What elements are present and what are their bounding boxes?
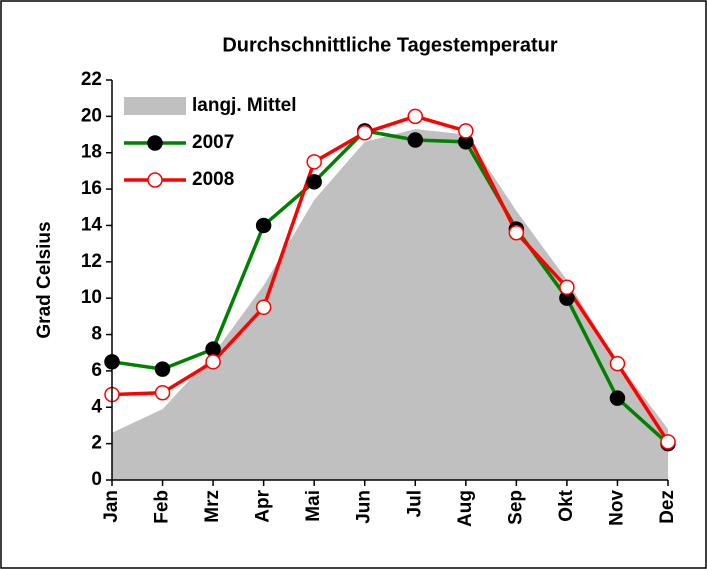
- y-tick-label: 20: [81, 105, 102, 126]
- marker: [407, 132, 424, 148]
- marker: [205, 341, 221, 357]
- y-tick-label: 22: [81, 69, 102, 90]
- marker: [255, 299, 272, 316]
- x-tick-label: Sep: [505, 490, 526, 525]
- y-tick-label: 16: [81, 178, 102, 199]
- y-tick-label: 10: [81, 287, 102, 308]
- x-tick-label: Mrz: [202, 490, 223, 523]
- y-tick-label: 2: [91, 433, 102, 454]
- marker: [407, 108, 424, 125]
- x-tick-label: Nov: [606, 490, 627, 526]
- line: [111, 129, 670, 445]
- y-tick-label: 8: [91, 324, 102, 345]
- marker: [609, 355, 626, 372]
- marker: [559, 279, 575, 296]
- y-tick-label: 12: [81, 251, 102, 272]
- legend-swatch: [124, 97, 186, 115]
- y-tick-label: 4: [91, 396, 102, 417]
- legend-marker: [147, 172, 163, 188]
- area: [112, 129, 668, 480]
- marker: [154, 384, 171, 401]
- y-tick-label: 6: [91, 360, 102, 381]
- marker: [356, 124, 373, 141]
- x-tick-label: Mai: [303, 490, 324, 522]
- marker: [609, 390, 626, 406]
- legend-label: langj. Mittel: [192, 95, 297, 116]
- x-tick-label: Feb: [152, 490, 173, 524]
- legend-marker: [147, 135, 163, 151]
- x-tick-label: Dez: [657, 490, 678, 524]
- legend-label: 2007: [192, 132, 234, 153]
- marker: [508, 224, 525, 241]
- x-tick-label: Jul: [404, 490, 425, 517]
- x-tick-label: Aug: [455, 490, 476, 527]
- x-tick-label: Apr: [253, 489, 274, 522]
- marker: [458, 123, 474, 139]
- marker: [255, 217, 272, 234]
- marker: [306, 174, 322, 190]
- marker: [306, 154, 322, 170]
- y-tick-label: 18: [81, 142, 102, 163]
- marker: [660, 434, 676, 450]
- x-tick-label: Okt: [556, 489, 577, 521]
- line: [111, 114, 670, 443]
- x-tick-label: Jun: [354, 490, 375, 524]
- chart-title: Durchschnittliche Tagestemperatur: [222, 34, 557, 56]
- y-tick-label: 14: [81, 214, 103, 235]
- y-axis-title: Grad Celsius: [34, 221, 55, 338]
- legend-label: 2008: [192, 169, 234, 190]
- y-tick-label: 0: [91, 469, 102, 490]
- marker: [154, 361, 171, 377]
- x-tick-label: Jan: [101, 490, 122, 523]
- marker: [205, 354, 221, 370]
